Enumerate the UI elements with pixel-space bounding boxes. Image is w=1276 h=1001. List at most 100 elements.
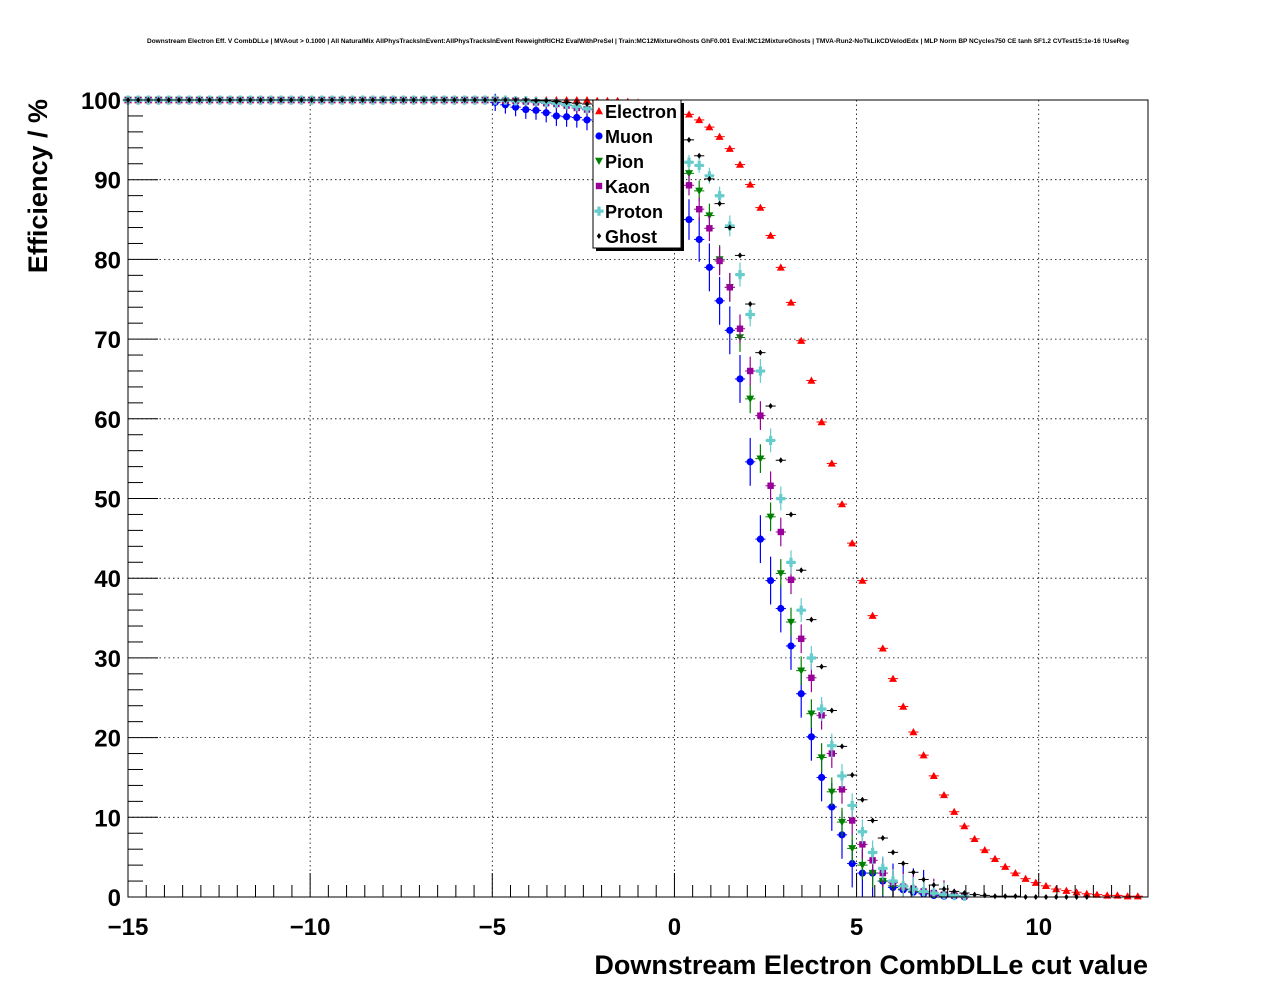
ghost-point: [686, 136, 692, 143]
proton-point: [755, 366, 765, 376]
electron-point: [980, 845, 989, 854]
proton-point: [684, 157, 694, 167]
electron-point: [878, 644, 887, 652]
pion-point: [776, 570, 785, 578]
muon-point: [695, 235, 703, 244]
muon-point: [746, 458, 754, 466]
proton-point: [908, 884, 918, 894]
y-tick-label: 80: [94, 247, 121, 274]
electron-point: [715, 132, 724, 140]
y-tick-label: 100: [81, 88, 121, 115]
kaon-point: [706, 225, 713, 232]
proton-point: [694, 160, 704, 171]
proton-point: [572, 101, 582, 112]
x-tick-label: −5: [479, 914, 506, 941]
legend-marker-kaon: [595, 182, 603, 190]
ghost-point: [901, 860, 906, 867]
y-tick-label: 50: [94, 487, 121, 514]
electron-point: [940, 790, 948, 799]
legend-label-proton: Proton: [605, 202, 663, 222]
x-tick-label: 10: [1025, 914, 1052, 941]
kaon-point: [859, 841, 866, 848]
kaon-point: [767, 482, 774, 489]
legend: Electron Muon Pion Kaon Proton Ghost: [592, 99, 684, 251]
kaon-point: [838, 786, 846, 793]
electron-point: [848, 539, 857, 547]
muon-point: [583, 116, 591, 124]
y-tick-label: 40: [94, 566, 121, 593]
ghost-point: [758, 349, 763, 356]
kaon-point: [757, 412, 764, 419]
x-tick-label: −15: [108, 914, 149, 941]
proton-point: [735, 270, 745, 280]
muon-point: [828, 803, 836, 811]
electron-point: [858, 576, 867, 584]
ghost-point: [860, 796, 865, 803]
ghost-point: [931, 882, 936, 889]
legend-marker-pion: [595, 157, 603, 165]
muon-point: [736, 375, 744, 383]
muon-point: [563, 113, 571, 121]
electron-point: [960, 822, 969, 830]
kaon-point: [798, 635, 805, 642]
muon-point: [522, 105, 530, 114]
proton-point: [715, 191, 725, 201]
ghost-point: [952, 888, 957, 895]
proton-point: [837, 771, 847, 781]
y-tick-label: 60: [94, 407, 121, 434]
kaon-point: [736, 325, 744, 332]
ghost-point: [564, 99, 569, 106]
ghost-point: [880, 835, 885, 842]
electron-point: [991, 854, 999, 862]
legend-marker-ghost: [596, 233, 602, 239]
electron-point: [899, 702, 908, 710]
proton-point: [745, 309, 755, 320]
proton-point: [939, 890, 949, 900]
electron-point: [1021, 874, 1030, 882]
electron-point: [1052, 885, 1061, 893]
ghost-point: [717, 200, 722, 207]
electron-point: [1093, 890, 1101, 898]
proton-point: [817, 704, 827, 714]
ghost-point: [788, 511, 794, 518]
ghost-point: [819, 663, 824, 670]
legend-label-muon: Muon: [605, 127, 653, 147]
x-tick-label: 5: [850, 914, 863, 941]
muon-point: [573, 113, 581, 122]
muon-point: [705, 263, 714, 271]
electron-point: [1042, 881, 1050, 890]
ghost-point: [829, 707, 834, 714]
ghost-point: [982, 892, 987, 899]
proton-point: [582, 104, 592, 114]
proton-point: [949, 890, 959, 901]
muon-point: [552, 112, 561, 120]
proton-point: [766, 435, 776, 446]
ghost-point: [707, 175, 712, 182]
ghost-point: [574, 100, 579, 107]
electron-point: [838, 500, 846, 508]
proton-point: [857, 827, 867, 837]
electron-point: [1082, 889, 1091, 898]
y-tick-label: 0: [108, 885, 121, 912]
muon-point: [777, 604, 785, 613]
muon-point: [542, 109, 550, 117]
electron-point: [919, 751, 928, 759]
ghost-point: [544, 97, 549, 104]
legend-marker-proton: [594, 206, 604, 216]
ghost-point: [799, 567, 804, 574]
chart-title: Downstream Electron Eff. V CombDLLe | MV…: [147, 38, 1129, 45]
electron-point: [705, 123, 714, 131]
pion-point: [807, 710, 816, 718]
ghost-point: [890, 849, 896, 856]
ghost-point: [584, 100, 590, 107]
electron-point: [685, 110, 693, 118]
muon-point: [767, 576, 775, 585]
proton-point: [776, 494, 786, 504]
ghost-point: [809, 616, 814, 623]
electron-point: [868, 611, 877, 619]
pion-point: [695, 187, 704, 195]
legend-marker-muon: [595, 132, 603, 140]
electron-point: [756, 203, 765, 211]
